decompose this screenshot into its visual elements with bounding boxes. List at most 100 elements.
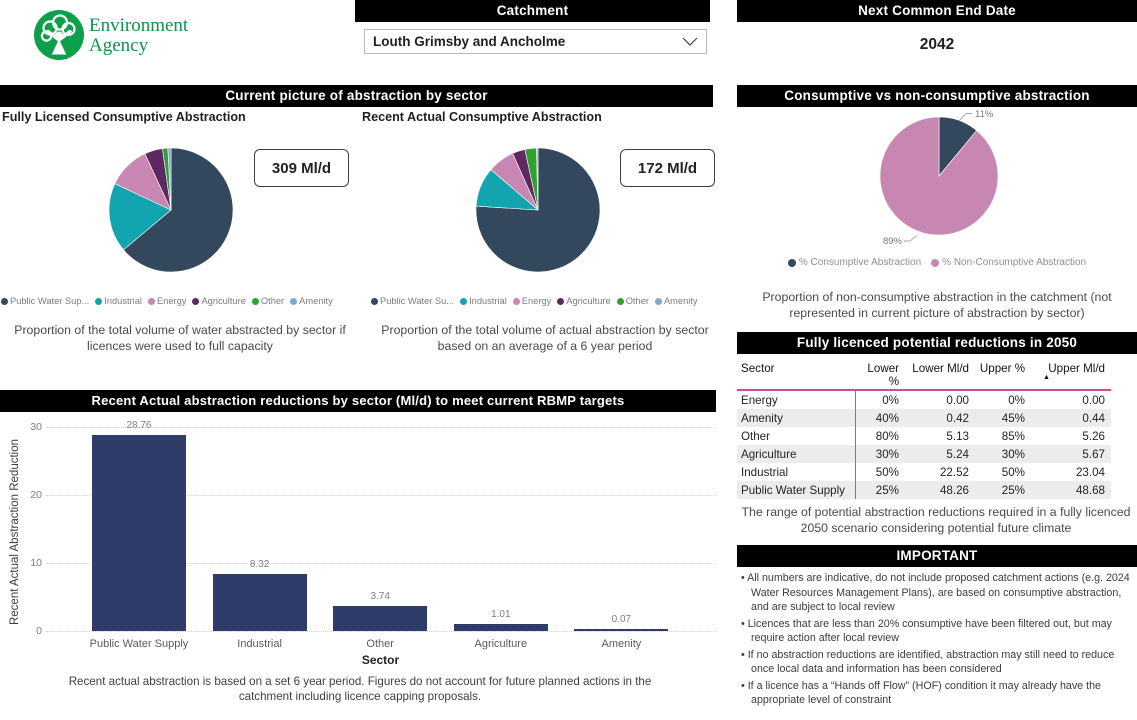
column-header-lower[interactable]: Lower % [855,360,905,390]
legend-item-public-water-su[interactable]: Public Water Su... [371,296,454,306]
bar-other[interactable] [333,606,428,631]
legend-swatch [787,258,796,267]
pie-slice-amenity[interactable] [536,147,539,211]
table-cell: Other [737,427,856,445]
table-cell: Amenity [737,409,856,427]
table-row-other[interactable]: Other 80% 5.13 85% 5.26 [737,427,1111,445]
legend-label: Industrial [104,296,142,306]
table-cell: 30% [875,447,899,461]
recent-actual-caption: Proportion of the total volume of actual… [381,323,709,354]
consumptive-section-header: Consumptive vs non-consumptive abstracti… [737,85,1137,107]
legend-swatch [290,297,298,305]
legend-label: Other [625,296,649,306]
bar-value-label: 3.74 [370,591,390,602]
x-tick-label: Industrial [237,638,282,650]
x-tick-label: Agriculture [474,638,528,650]
pie-slice-amenity[interactable] [167,147,172,211]
important-header: IMPORTANT [737,545,1137,567]
recent-actual-pie-title: Recent Actual Consumptive Abstraction [362,110,602,124]
pie-slice-industrial[interactable] [108,183,172,251]
bar-public-water-supply[interactable] [92,435,186,631]
column-header-upper-ml-d[interactable]: Upper Ml/d ▲ [1031,360,1111,390]
table-row-agriculture[interactable]: Agriculture 30% 5.24 30% 5.67 [737,445,1111,463]
x-tick-label: Other [366,638,394,650]
important-bullet: • If a licence has a “Hands off Flow” (H… [741,679,1101,707]
legend-item-energy[interactable]: Energy [147,296,187,306]
legend-item-non-consumptive-abstraction[interactable]: % Non-Consumptive Abstraction [931,257,1086,268]
legend-swatch [654,297,662,305]
table-cell: 0% [882,393,899,407]
legend-item-other[interactable]: Other [251,296,284,306]
fully-licensed-pie-chart [108,147,234,273]
legend-label: Energy [156,296,187,306]
table-cell: 5.24 [946,447,969,461]
table-cell: 48.68 [1075,483,1105,497]
gridline [46,427,716,428]
legend-swatch [616,297,624,305]
table-cell: 80% [875,429,899,443]
gridline [46,631,716,632]
legend-item-amenity[interactable]: Amenity [654,296,698,306]
fully-licensed-legend: Public Water Sup... Industrial Energy Agric… [1,296,333,306]
reductions-table-caption: The range of potential abstraction reduc… [741,505,1131,536]
catchment-header: Catchment [355,0,710,22]
pie-slice-public-water-supply[interactable] [123,147,234,273]
y-tick-label: 20 [30,489,42,501]
legend-item-industrial[interactable]: Industrial [95,296,142,306]
legend-item-agriculture[interactable]: Agriculture [557,296,611,306]
table-cell: 50% [1001,465,1025,479]
table-cell: 0.00 [1082,393,1105,407]
important-bullet: • If no abstraction reductions are ident… [741,648,1115,676]
legend-label: Amenity [663,296,698,306]
legend-item-public-water-sup[interactable]: Public Water Sup... [1,296,89,306]
important-bullet: • All numbers are indicative, do not inc… [741,572,1130,614]
pie-slice-non-consumptive-abstraction[interactable] [879,116,999,236]
legend-label: Public Water Sup... [10,296,90,306]
table-cell: Industrial [737,463,856,481]
table-row-industrial[interactable]: Industrial 50% 22.52 50% 23.04 [737,463,1111,481]
legend-item-consumptive-abstraction[interactable]: % Consumptive Abstraction [787,257,921,268]
recent-actual-total-badge: 172 Ml/d [620,149,715,187]
gridline [46,495,716,496]
consumptive-pie-chart: 11% 89% [879,109,999,247]
legend-item-other[interactable]: Other [616,296,649,306]
table-cell: 0.00 [946,393,969,407]
gridline [46,563,716,564]
table-cell: 48.26 [939,483,969,497]
bar-value-label: 1.01 [491,609,511,620]
consumptive-caption: Proportion of non-consumptive abstractio… [762,290,1112,321]
bar-agriculture[interactable] [453,624,548,631]
column-header-lower-ml-d[interactable]: Lower Ml/d [905,360,975,390]
legend-swatch [371,297,378,305]
label-leader-line [958,113,972,121]
legend-item-industrial[interactable]: Industrial [460,296,507,306]
table-row-energy[interactable]: Energy 0% 0.00 0% 0.00 [737,390,1111,409]
column-header-sector[interactable]: Sector [737,360,855,390]
legend-item-energy[interactable]: Energy [512,296,551,306]
column-header-upper[interactable]: Upper % [975,360,1031,390]
bar-value-label: 0.07 [611,614,632,625]
legend-swatch [931,258,940,267]
bar-amenity[interactable] [574,629,669,631]
legend-label: Agriculture [566,296,611,306]
legend-swatch [460,297,468,305]
environment-agency-logo: Environment Agency [34,10,189,60]
bar-value-label: 28.76 [126,420,152,431]
table-row-public-water-supply[interactable]: Public Water Supply 25% 48.26 25% 48.68 [737,481,1111,499]
table-cell: 30% [1001,447,1025,461]
catchment-dropdown[interactable]: Louth Grimsby and Ancholme [364,29,707,54]
legend-item-amenity[interactable]: Amenity [290,296,333,306]
bar-industrial[interactable] [212,574,307,631]
legend-swatch [192,297,200,305]
column-header-label: Upper Ml/d [1048,362,1105,375]
table-cell: 40% [875,411,899,425]
legend-label: Agriculture [201,296,246,306]
table-cell: 25% [1001,483,1025,497]
column-header-label: Sector [741,362,775,375]
table-row-amenity[interactable]: Amenity 40% 0.42 45% 0.44 [737,409,1111,427]
legend-item-agriculture[interactable]: Agriculture [192,296,246,306]
reductions-table: Sector Lower % Lower Ml/d Upper % Upper Ml/d… [737,360,1111,499]
column-header-label: Lower Ml/d [912,362,969,375]
recent-actual-legend: Public Water Su... Industrial Energy Agricu… [371,296,698,306]
column-header-label: Lower % [867,362,899,388]
